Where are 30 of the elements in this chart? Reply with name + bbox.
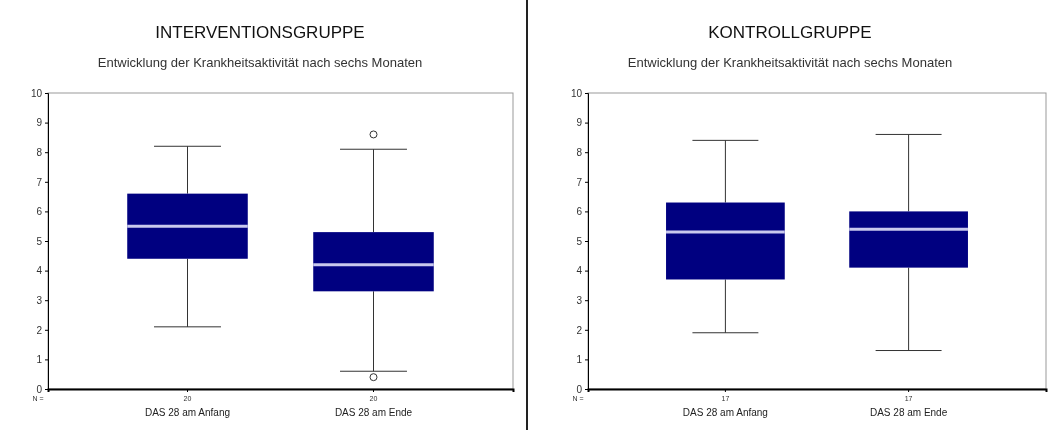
y-tick-label: 9 (576, 117, 583, 129)
y-tick-label: 9 (36, 117, 43, 129)
y-tick-label: 6 (576, 206, 583, 218)
y-tick-label: 1 (576, 354, 583, 366)
y-tick-label: 2 (36, 324, 43, 336)
y-tick-label: 5 (36, 235, 43, 247)
y-tick-label: 7 (36, 176, 43, 188)
x-tick-label: DAS 28 am Ende (334, 407, 413, 419)
y-tick-label: 3 (36, 294, 43, 306)
y-tick-label: 4 (576, 265, 583, 277)
y-tick-label: 7 (576, 176, 583, 188)
y-tick-label: 6 (36, 206, 43, 218)
y-tick-label: 1 (36, 354, 43, 366)
y-tick-label: 0 (576, 383, 583, 395)
chart-title: KONTROLLGRUPPE (708, 23, 872, 42)
y-tick-label: 8 (576, 146, 583, 158)
y-tick-label: 3 (576, 294, 583, 306)
x-tick-label: DAS 28 am Anfang (682, 407, 768, 419)
chart-title: INTERVENTIONSGRUPPE (155, 23, 365, 42)
y-tick-label: 10 (570, 87, 583, 99)
y-tick-label: 2 (576, 324, 583, 336)
chart-subtitle: Entwicklung der Krankheitsaktivität nach sechs Monaten (97, 55, 423, 70)
y-tick-label: 4 (36, 265, 43, 277)
y-tick-label: 10 (30, 87, 43, 99)
x-tick-label: DAS 28 am Ende (869, 407, 948, 419)
y-tick-label: 5 (576, 235, 583, 247)
y-tick-label: 0 (36, 383, 43, 395)
x-tick-label: DAS 28 am Anfang (144, 407, 231, 419)
y-tick-label: 8 (36, 146, 43, 158)
chart-subtitle: Entwicklung der Krankheitsaktivität nach sechs Monaten (627, 55, 953, 70)
